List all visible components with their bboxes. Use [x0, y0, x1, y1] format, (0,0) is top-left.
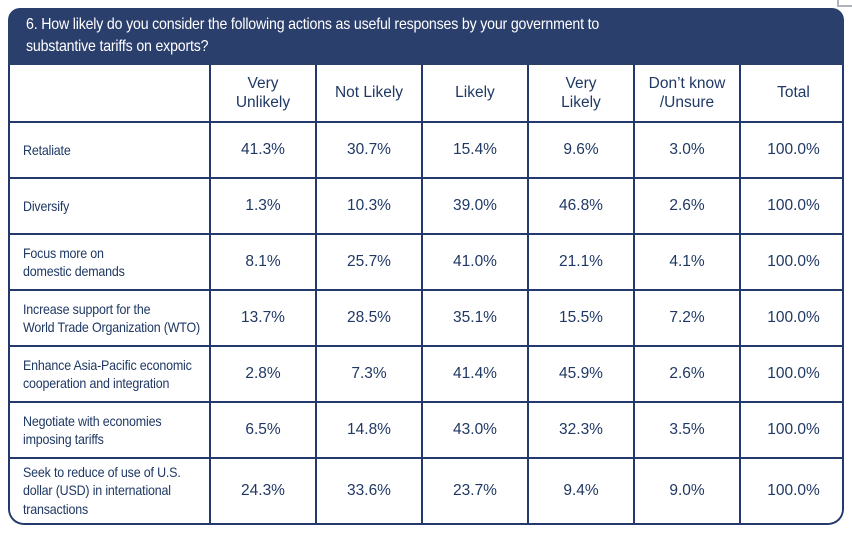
table-row: Diversify 1.3% 10.3% 39.0% 46.8% 2.6% 10…	[10, 177, 842, 236]
cell-value: 39.0%	[421, 177, 529, 236]
cell-value: 45.9%	[527, 345, 635, 404]
row-label-usd-reduce: Seek to reduce of use of U.S. dollar (US…	[10, 457, 211, 523]
survey-table-panel: 6. How likely do you consider the follow…	[8, 8, 844, 525]
question-title: 6. How likely do you consider the follow…	[26, 16, 600, 56]
cell-value: 9.6%	[527, 121, 635, 180]
cell-value: 13.7%	[209, 289, 317, 348]
cell-value: 7.3%	[315, 345, 423, 404]
cell-value: 100.0%	[739, 233, 842, 292]
row-label-text: Increase support for the World Trade Org…	[23, 300, 201, 335]
cell-value: 35.1%	[421, 289, 529, 348]
table-row: Focus more on domestic demands 8.1% 25.7…	[10, 233, 842, 292]
cell-value: 4.1%	[633, 233, 741, 292]
cell-value: 100.0%	[739, 289, 842, 348]
table-row: Enhance Asia-Pacific economic cooperatio…	[10, 345, 842, 404]
results-table-wrapper: Very Unlikely Not Likely Likely Very Lik…	[8, 65, 844, 525]
cell-value: 46.8%	[527, 177, 635, 236]
cell-value: 1.3%	[209, 177, 317, 236]
column-header-dont-know: Don’t know /Unsure	[633, 65, 741, 123]
row-label-text: Enhance Asia-Pacific economic cooperatio…	[23, 356, 192, 391]
cell-value: 14.8%	[315, 401, 423, 460]
column-header-very-likely: Very Likely	[527, 65, 635, 123]
cell-value: 100.0%	[739, 457, 842, 523]
cell-value: 100.0%	[739, 121, 842, 180]
cell-value: 100.0%	[739, 345, 842, 404]
cell-value: 21.1%	[527, 233, 635, 292]
cell-value: 41.3%	[209, 121, 317, 180]
question-header-bar: 6. How likely do you consider the follow…	[8, 8, 844, 66]
cell-value: 6.5%	[209, 401, 317, 460]
row-label-negotiate: Negotiate with economies imposing tariff…	[10, 401, 211, 460]
row-label-diversify: Diversify	[10, 177, 211, 236]
row-label-text: Focus more on domestic demands	[23, 244, 125, 279]
cell-value: 10.3%	[315, 177, 423, 236]
cell-value: 100.0%	[739, 177, 842, 236]
column-header-not-likely: Not Likely	[315, 65, 423, 123]
column-header-blank	[10, 65, 211, 123]
table-row: Increase support for the World Trade Org…	[10, 289, 842, 348]
cell-value: 15.5%	[527, 289, 635, 348]
column-header-total: Total	[739, 65, 842, 123]
table-row: Seek to reduce of use of U.S. dollar (US…	[10, 457, 842, 523]
cell-value: 41.4%	[421, 345, 529, 404]
row-label-text: Retaliate	[23, 141, 71, 158]
cell-value: 3.5%	[633, 401, 741, 460]
row-label-wto-support: Increase support for the World Trade Org…	[10, 289, 211, 348]
row-label-retaliate: Retaliate	[10, 121, 211, 180]
row-label-domestic-demands: Focus more on domestic demands	[10, 233, 211, 292]
row-label-text: Seek to reduce of use of U.S. dollar (US…	[23, 464, 181, 517]
cell-value: 32.3%	[527, 401, 635, 460]
cell-value: 28.5%	[315, 289, 423, 348]
cropped-element-corner	[837, 0, 852, 7]
cell-value: 8.1%	[209, 233, 317, 292]
table-header-row: Very Unlikely Not Likely Likely Very Lik…	[10, 65, 842, 123]
cell-value: 41.0%	[421, 233, 529, 292]
column-header-very-unlikely: Very Unlikely	[209, 65, 317, 123]
results-table: Very Unlikely Not Likely Likely Very Lik…	[10, 65, 842, 523]
column-header-likely: Likely	[421, 65, 529, 123]
cell-value: 23.7%	[421, 457, 529, 523]
cell-value: 25.7%	[315, 233, 423, 292]
cell-value: 24.3%	[209, 457, 317, 523]
table-row: Retaliate 41.3% 30.7% 15.4% 9.6% 3.0% 10…	[10, 121, 842, 180]
cell-value: 33.6%	[315, 457, 423, 523]
cell-value: 43.0%	[421, 401, 529, 460]
row-label-text: Negotiate with economies imposing tariff…	[23, 412, 162, 447]
cell-value: 9.0%	[633, 457, 741, 523]
cell-value: 15.4%	[421, 121, 529, 180]
cell-value: 100.0%	[739, 401, 842, 460]
cell-value: 2.8%	[209, 345, 317, 404]
cell-value: 30.7%	[315, 121, 423, 180]
cell-value: 3.0%	[633, 121, 741, 180]
cell-value: 7.2%	[633, 289, 741, 348]
cell-value: 9.4%	[527, 457, 635, 523]
cell-value: 2.6%	[633, 345, 741, 404]
table-row: Negotiate with economies imposing tariff…	[10, 401, 842, 460]
cell-value: 2.6%	[633, 177, 741, 236]
row-label-asia-pacific: Enhance Asia-Pacific economic cooperatio…	[10, 345, 211, 404]
row-label-text: Diversify	[23, 197, 70, 214]
